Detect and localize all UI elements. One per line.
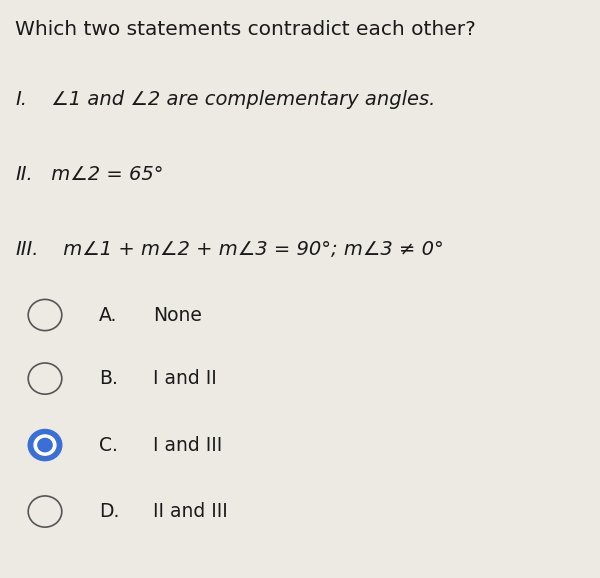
Ellipse shape — [34, 435, 56, 455]
Text: B.: B. — [99, 369, 118, 388]
Text: III.: III. — [15, 240, 38, 259]
Text: A.: A. — [99, 306, 118, 324]
Text: I and II: I and II — [153, 369, 217, 388]
Text: D.: D. — [99, 502, 119, 521]
Text: C.: C. — [99, 436, 118, 454]
Text: II.: II. — [15, 165, 33, 184]
Text: I.: I. — [15, 90, 27, 109]
Text: I and III: I and III — [153, 436, 222, 454]
Text: ∠1 and ∠2 are complementary angles.: ∠1 and ∠2 are complementary angles. — [45, 90, 436, 109]
Text: None: None — [153, 306, 202, 324]
Ellipse shape — [28, 429, 62, 461]
Text: m∠1 + m∠2 + m∠3 = 90°; m∠3 ≠ 0°: m∠1 + m∠2 + m∠3 = 90°; m∠3 ≠ 0° — [57, 240, 444, 259]
Text: m∠2 = 65°: m∠2 = 65° — [45, 165, 163, 184]
Text: Which two statements contradict each other?: Which two statements contradict each oth… — [15, 20, 476, 39]
Text: II and III: II and III — [153, 502, 228, 521]
Ellipse shape — [38, 439, 52, 451]
